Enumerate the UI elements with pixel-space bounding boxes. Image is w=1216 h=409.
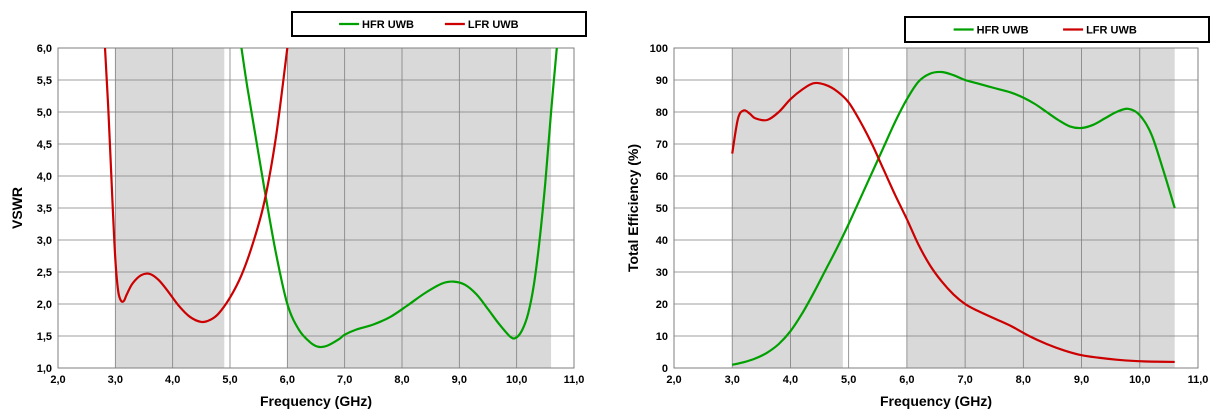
- x-tick-label: 5,0: [841, 374, 856, 386]
- y-tick-label: 3,0: [37, 235, 52, 247]
- x-tick-label: 11,0: [1188, 374, 1209, 386]
- legend-box: [904, 16, 1210, 43]
- x-tick-label: 8,0: [394, 374, 409, 386]
- x-tick-label: 2,0: [50, 374, 65, 386]
- x-tick-label: 11,0: [564, 374, 585, 386]
- y-tick-label: 80: [656, 107, 668, 119]
- series-line-hfr-uwb: [731, 70, 1176, 366]
- chart-vswr: 2,0 3,0 4,0 5,0 6,0 7,0 8,0 9,0 10,0 11,0 1,0 1,5 2,…: [9, 11, 587, 409]
- y-tick-label: 2,5: [37, 267, 52, 279]
- y-tick-label: 2,0: [37, 299, 52, 311]
- x-tick-label: 3,0: [725, 374, 740, 386]
- x-axis-label: Frequency (GHz): [880, 393, 992, 409]
- x-tick-label: 10,0: [1129, 374, 1150, 386]
- x-tick-label: 9,0: [1074, 374, 1089, 386]
- legend-box: [291, 11, 587, 37]
- series-line-lfr-uwb: [103, 48, 289, 324]
- y-tick-label: 70: [656, 139, 668, 151]
- x-tick-label: 4,0: [783, 374, 798, 386]
- y-tick-label: 90: [656, 75, 668, 87]
- legend-label: HFR UWB: [362, 19, 414, 31]
- legend-label: LFR UWB: [1086, 25, 1137, 37]
- y-tick-label: 3,5: [37, 203, 52, 215]
- y-axis-label: Total Efficiency (%): [625, 144, 641, 272]
- series-line-hfr-uwb: [240, 48, 558, 349]
- y-tick-label: 1,5: [37, 331, 52, 343]
- y-tick-label: 1,0: [37, 363, 52, 375]
- x-tick-label: 6,0: [899, 374, 914, 386]
- y-tick-label: 10: [656, 331, 668, 343]
- plot-frame: [673, 47, 1199, 369]
- x-tick-label: 5,0: [222, 374, 237, 386]
- y-tick-label: 4,0: [37, 171, 52, 183]
- plot-frame: [57, 47, 575, 369]
- legend-label: LFR UWB: [468, 19, 519, 31]
- x-tick-label: 8,0: [1016, 374, 1031, 386]
- legend-label: HFR UWB: [977, 25, 1029, 37]
- y-tick-label: 0: [662, 363, 668, 375]
- x-tick-label: 10,0: [506, 374, 527, 386]
- y-tick-label: 4,5: [37, 139, 52, 151]
- x-tick-label: 7,0: [337, 374, 352, 386]
- x-tick-label: 6,0: [280, 374, 295, 386]
- y-tick-label: 20: [656, 299, 668, 311]
- x-tick-label: 7,0: [957, 374, 972, 386]
- y-tick-label: 5,0: [37, 107, 52, 119]
- y-axis-label: VSWR: [9, 187, 25, 229]
- y-tick-label: 5,5: [37, 75, 52, 87]
- x-tick-label: 2,0: [666, 374, 681, 386]
- x-axis-label: Frequency (GHz): [260, 393, 372, 409]
- x-tick-label: 3,0: [108, 374, 123, 386]
- x-tick-label: 9,0: [452, 374, 467, 386]
- chart-efficiency: 2,0 3,0 4,0 5,0 6,0 7,0 8,0 9,0 10,0 11,0 0 10 20 30 4…: [625, 16, 1210, 409]
- y-tick-label: 60: [656, 171, 668, 183]
- series-line-lfr-uwb: [731, 81, 1175, 364]
- y-tick-label: 30: [656, 267, 668, 279]
- x-tick-label: 4,0: [165, 374, 180, 386]
- y-tick-label: 100: [650, 43, 668, 55]
- y-tick-label: 50: [656, 203, 668, 215]
- y-tick-label: 40: [656, 235, 668, 247]
- y-tick-label: 6,0: [37, 43, 52, 55]
